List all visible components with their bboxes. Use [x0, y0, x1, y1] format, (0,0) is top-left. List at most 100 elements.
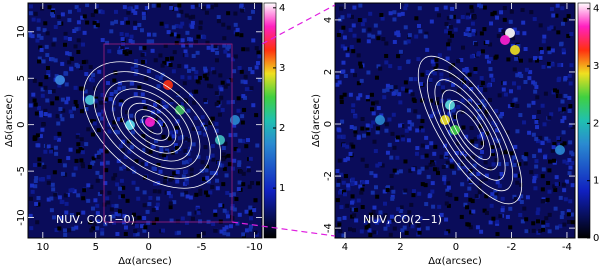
image-pixel [72, 28, 77, 33]
image-pixel [46, 73, 51, 78]
image-pixel [216, 15, 221, 20]
image-pixel [218, 219, 223, 224]
image-pixel [567, 109, 572, 114]
image-pixel [513, 97, 518, 102]
image-pixel [133, 10, 138, 15]
image-pixel [36, 26, 41, 31]
image-pixel [479, 76, 484, 81]
image-pixel [132, 217, 137, 222]
image-pixel [387, 142, 392, 147]
image-pixel [180, 38, 185, 43]
image-pixel [81, 196, 86, 201]
image-pixel [137, 215, 142, 220]
image-pixel [35, 133, 40, 138]
image-pixel [495, 232, 500, 237]
image-pixel [43, 108, 48, 113]
panels: 10 5 0 -5 -10-10-50510Δα(arcsec)Δδ(arcsec)NU… [4, 2, 599, 267]
image-pixel [60, 97, 65, 102]
image-pixel [218, 203, 223, 208]
image-pixel [424, 165, 429, 170]
image-pixel [183, 49, 188, 54]
image-pixel [36, 33, 41, 38]
image-pixel [396, 33, 401, 38]
image-pixel [522, 155, 527, 160]
image-pixel [449, 158, 454, 163]
image-pixel [118, 195, 123, 200]
image-pixel [554, 89, 559, 94]
image-pixel [76, 212, 81, 217]
image-pixel [47, 5, 52, 10]
image-pixel [552, 88, 557, 93]
image-pixel [245, 47, 250, 52]
image-pixel [385, 87, 390, 92]
image-pixel [133, 20, 138, 25]
image-pixel [153, 181, 158, 186]
image-pixel [417, 226, 422, 231]
contour [112, 88, 192, 162]
image-pixel [445, 191, 450, 196]
image-pixel [29, 226, 34, 231]
image-pixel [461, 125, 466, 130]
image-pixel [482, 5, 487, 10]
image-pixel [420, 119, 425, 124]
image-pixel [337, 216, 342, 221]
image-pixel [50, 101, 55, 106]
image-pixel [498, 114, 503, 119]
image-pixel [128, 38, 133, 43]
image-pixel [226, 153, 231, 158]
image-pixel [456, 104, 461, 109]
image-pixel [139, 28, 144, 33]
image-pixel [59, 215, 64, 220]
image-pixel [480, 99, 485, 104]
image-pixel [449, 73, 454, 78]
image-pixel [229, 193, 234, 198]
image-pixel [236, 187, 241, 192]
image-pixel [566, 209, 571, 214]
image-pixel [549, 112, 554, 117]
image-pixel [468, 197, 473, 202]
image-pixel [46, 70, 51, 75]
image-pixel [385, 187, 390, 192]
image-pixel [354, 207, 359, 212]
image-pixel [173, 143, 178, 148]
image-pixel [53, 135, 58, 140]
image-pixel [372, 230, 377, 235]
image-pixel [406, 59, 411, 64]
image-pixel [198, 20, 203, 25]
image-pixel [180, 75, 185, 80]
image-pixel [527, 76, 532, 81]
image-pixel [209, 170, 214, 175]
image-pixel [233, 132, 238, 137]
image-pixel [81, 96, 86, 101]
image-pixel [416, 114, 421, 119]
image-pixel [123, 17, 128, 22]
image-pixel [49, 208, 54, 213]
image-pixel [158, 104, 163, 109]
image-pixel [336, 33, 341, 38]
image-pixel [79, 158, 84, 163]
image-pixel [133, 92, 138, 97]
image-pixel [419, 125, 424, 130]
image-pixel [235, 32, 240, 37]
image-pixel [162, 179, 167, 184]
image-pixel [37, 59, 42, 64]
image-pixel [337, 158, 342, 163]
image-pixel [398, 49, 403, 54]
image-pixel [179, 9, 184, 14]
image-pixel [156, 196, 161, 201]
image-pixel [509, 89, 514, 94]
image-pixel [522, 31, 527, 36]
image-pixel [184, 53, 189, 58]
image-pixel [160, 63, 165, 68]
image-pixel [541, 220, 546, 225]
image-pixel [125, 198, 130, 203]
image-pixel [460, 98, 465, 103]
image-pixel [85, 20, 90, 25]
image-pixel [394, 31, 399, 36]
image-pixel [69, 114, 74, 119]
image-pixel [64, 210, 69, 215]
image-pixel [85, 3, 90, 8]
image-pixel [226, 79, 231, 84]
image-pixel [372, 139, 377, 144]
image-pixel [504, 162, 509, 167]
